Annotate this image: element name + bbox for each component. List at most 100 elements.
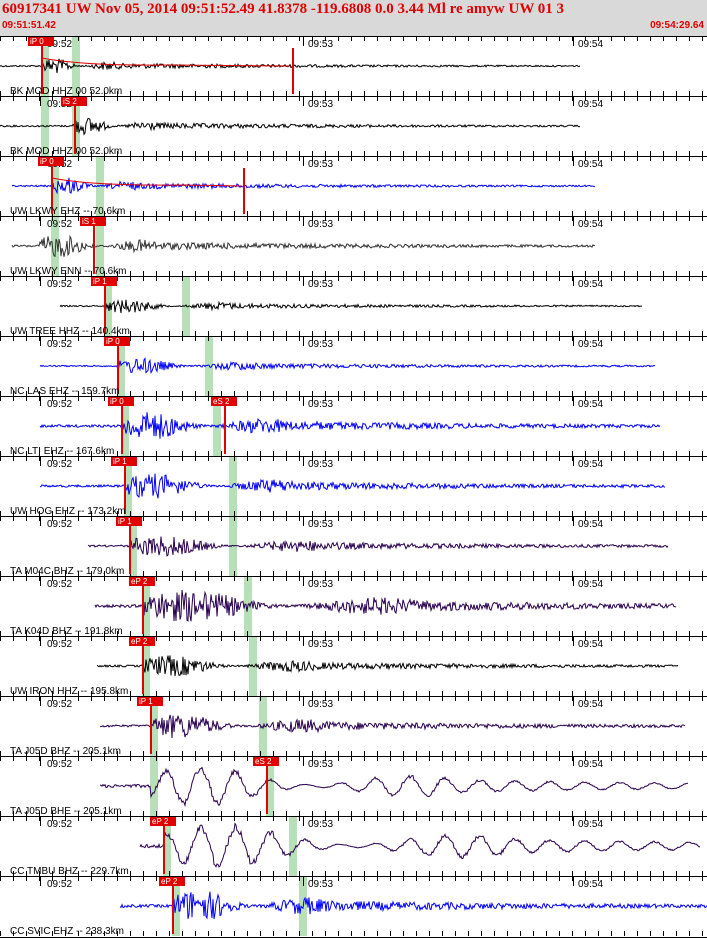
time-label: 09:54 [578, 519, 603, 530]
waveform-trace[interactable] [11, 234, 596, 258]
time-label: 09:52 [47, 639, 72, 650]
coda-envelope [41, 57, 291, 67]
channel-panel[interactable]: 09:52 09:53 09:54 eP 2 CC TMBU BHZ -- 229.7k… [0, 816, 707, 877]
phase-window-shading [142, 576, 150, 636]
phase-pick-label: iP 0 [40, 157, 54, 166]
time-label: 09:52 [47, 519, 72, 530]
phase-pick-flag[interactable] [129, 637, 155, 646]
time-label: 09:52 [47, 699, 72, 710]
phase-window-shading [51, 216, 59, 276]
waveform-trace[interactable] [39, 473, 666, 499]
channel-label: NC LAS EHZ -- 159.7km [10, 386, 119, 397]
channel-label: TA J05D BHE -- 205.1km [10, 806, 122, 817]
waveform-trace[interactable] [39, 357, 656, 374]
phase-pick-label: iP 1 [113, 457, 127, 466]
time-label: 09:53 [308, 759, 333, 770]
phase-pick-flag[interactable] [80, 217, 106, 226]
channel-panel[interactable]: 09:52 09:53 09:54 iP 0 eS 2 NC LTI EHZ -- 167… [0, 396, 707, 457]
channel-label: TA J05D BHZ -- 205.1km [10, 746, 121, 757]
waveform-trace[interactable] [99, 766, 689, 808]
phase-pick-flag[interactable] [137, 697, 163, 706]
phase-pick-label: eP 2 [161, 877, 178, 886]
channel-label: UW LKWY EHZ -- 70.6km [10, 206, 125, 217]
phase-pick-label: iS 2 [63, 97, 77, 106]
channel-panel[interactable]: 09:52 09:53 09:54 eP 2 UW IRON HHZ -- 195.8k… [0, 636, 707, 697]
channel-label: UW HOG EHZ -- 173.2km [10, 506, 126, 517]
time-label: 09:53 [308, 39, 333, 50]
phase-pick-flag[interactable] [111, 457, 137, 466]
time-label: 09:54 [578, 39, 603, 50]
phase-pick-flag[interactable] [61, 97, 87, 106]
phase-pick-flag[interactable] [211, 397, 237, 406]
phase-pick-flag[interactable] [116, 517, 142, 526]
phase-pick-flag[interactable] [104, 337, 130, 346]
phase-window-shading [163, 816, 171, 876]
waveform-trace[interactable] [0, 58, 581, 74]
phase-window-shading [259, 696, 267, 756]
phase-pick-flag[interactable] [253, 757, 279, 766]
phase-pick-flag[interactable] [129, 577, 155, 586]
time-label: 09:53 [308, 459, 333, 470]
event-header: 60917341 UW Nov 05, 2014 09:51:52.49 41.… [0, 0, 707, 36]
channel-panel[interactable]: 09:52 09:53 09:54 iS 2 BK MOD HHZ 00 52.0km [0, 96, 707, 157]
waveform-trace[interactable] [0, 118, 581, 136]
phase-pick-label: iP 1 [118, 517, 132, 526]
coda-envelope [51, 177, 243, 187]
channel-label: TA M04C BHZ -- 179.0km [10, 566, 124, 577]
seismogram-panels[interactable]: 09:52 09:53 09:54 iP 0 BK MOD HHZ 00 52.0km 0… [0, 36, 707, 938]
waveform-trace[interactable] [99, 714, 686, 739]
time-label: 09:53 [308, 399, 333, 410]
time-label: 09:53 [308, 519, 333, 530]
phase-pick-flag[interactable] [108, 397, 134, 406]
channel-panel[interactable]: 09:52 09:53 09:54 iP 0 NC LAS EHZ -- 159.7km [0, 336, 707, 397]
phase-pick-label: eS 2 [255, 757, 272, 766]
channel-panel[interactable]: 09:52 09:53 09:54 iP 1 UW HOG EHZ -- 173.2km [0, 456, 707, 517]
phase-pick-label: eP 2 [131, 637, 148, 646]
time-label: 09:52 [47, 879, 72, 890]
phase-pick-flag[interactable] [28, 37, 54, 46]
time-label: 09:52 [47, 579, 72, 590]
waveform-trace[interactable] [39, 412, 661, 439]
waveform-trace[interactable] [59, 299, 643, 314]
time-label: 09:53 [308, 639, 333, 650]
waveform-trace[interactable] [96, 655, 679, 677]
phase-pick-flag[interactable] [91, 277, 117, 286]
channel-label: BK MOD HHZ 00 52.0km [10, 86, 122, 97]
channel-label: TA K04D BHZ -- 191.8km [10, 626, 123, 637]
phase-pick-flag[interactable] [150, 817, 176, 826]
time-label: 09:54 [578, 459, 603, 470]
waveform-trace[interactable] [11, 177, 595, 195]
phase-window-shading [41, 36, 49, 96]
waveform-trace[interactable] [94, 589, 677, 622]
time-label: 09:53 [308, 699, 333, 710]
channel-panel[interactable]: 09:52 09:53 09:54 iS 1 UW LKWY ENN -- 70.6km [0, 216, 707, 277]
channel-panel[interactable]: 09:52 09:53 09:54 iP 1 UW TREE HHZ -- 140.4k… [0, 276, 707, 337]
time-label: 09:54 [578, 219, 603, 230]
waveform-trace[interactable] [119, 891, 707, 920]
channel-label: UW LKWY ENN -- 70.6km [10, 266, 127, 277]
time-label: 09:53 [308, 159, 333, 170]
phase-pick-flag[interactable] [159, 877, 185, 886]
phase-pick-flag[interactable] [38, 157, 64, 166]
channel-panel[interactable]: 09:52 09:53 09:54 iP 1 TA M04C BHZ -- 179.0k… [0, 516, 707, 577]
waveform-trace[interactable] [139, 822, 701, 868]
phase-pick-label: eP 2 [131, 577, 148, 586]
phase-pick-label: eS 2 [213, 397, 230, 406]
time-label: 09:52 [47, 219, 72, 230]
channel-label: NC LTI EHZ -- 167.6km [10, 446, 114, 457]
channel-panel[interactable]: 09:52 09:53 09:54 eP 2 CC SVIC EHZ -- 238.3k… [0, 876, 707, 937]
time-label: 09:52 [47, 399, 72, 410]
channel-panel[interactable]: 09:52 09:53 09:54 eP 2 TA K04D BHZ -- 191.8k… [0, 576, 707, 637]
time-label: 09:53 [308, 219, 333, 230]
time-label: 09:54 [578, 339, 603, 350]
channel-panel[interactable]: 09:52 09:53 09:54 iP 1 TA J05D BHZ -- 205.1k… [0, 696, 707, 757]
waveform-trace[interactable] [87, 536, 669, 557]
time-label: 09:54 [578, 279, 603, 290]
channel-panel[interactable]: 09:52 09:53 09:54 iP 0 BK MOD HHZ 00 52.0km [0, 36, 707, 97]
phase-pick-label: eP 2 [152, 817, 169, 826]
phase-pick-label: iP 0 [110, 397, 124, 406]
channel-panel[interactable]: 09:52 09:53 09:54 eS 2 TA J05D BHE -- 205.1k… [0, 756, 707, 817]
time-label: 09:54 [578, 579, 603, 590]
